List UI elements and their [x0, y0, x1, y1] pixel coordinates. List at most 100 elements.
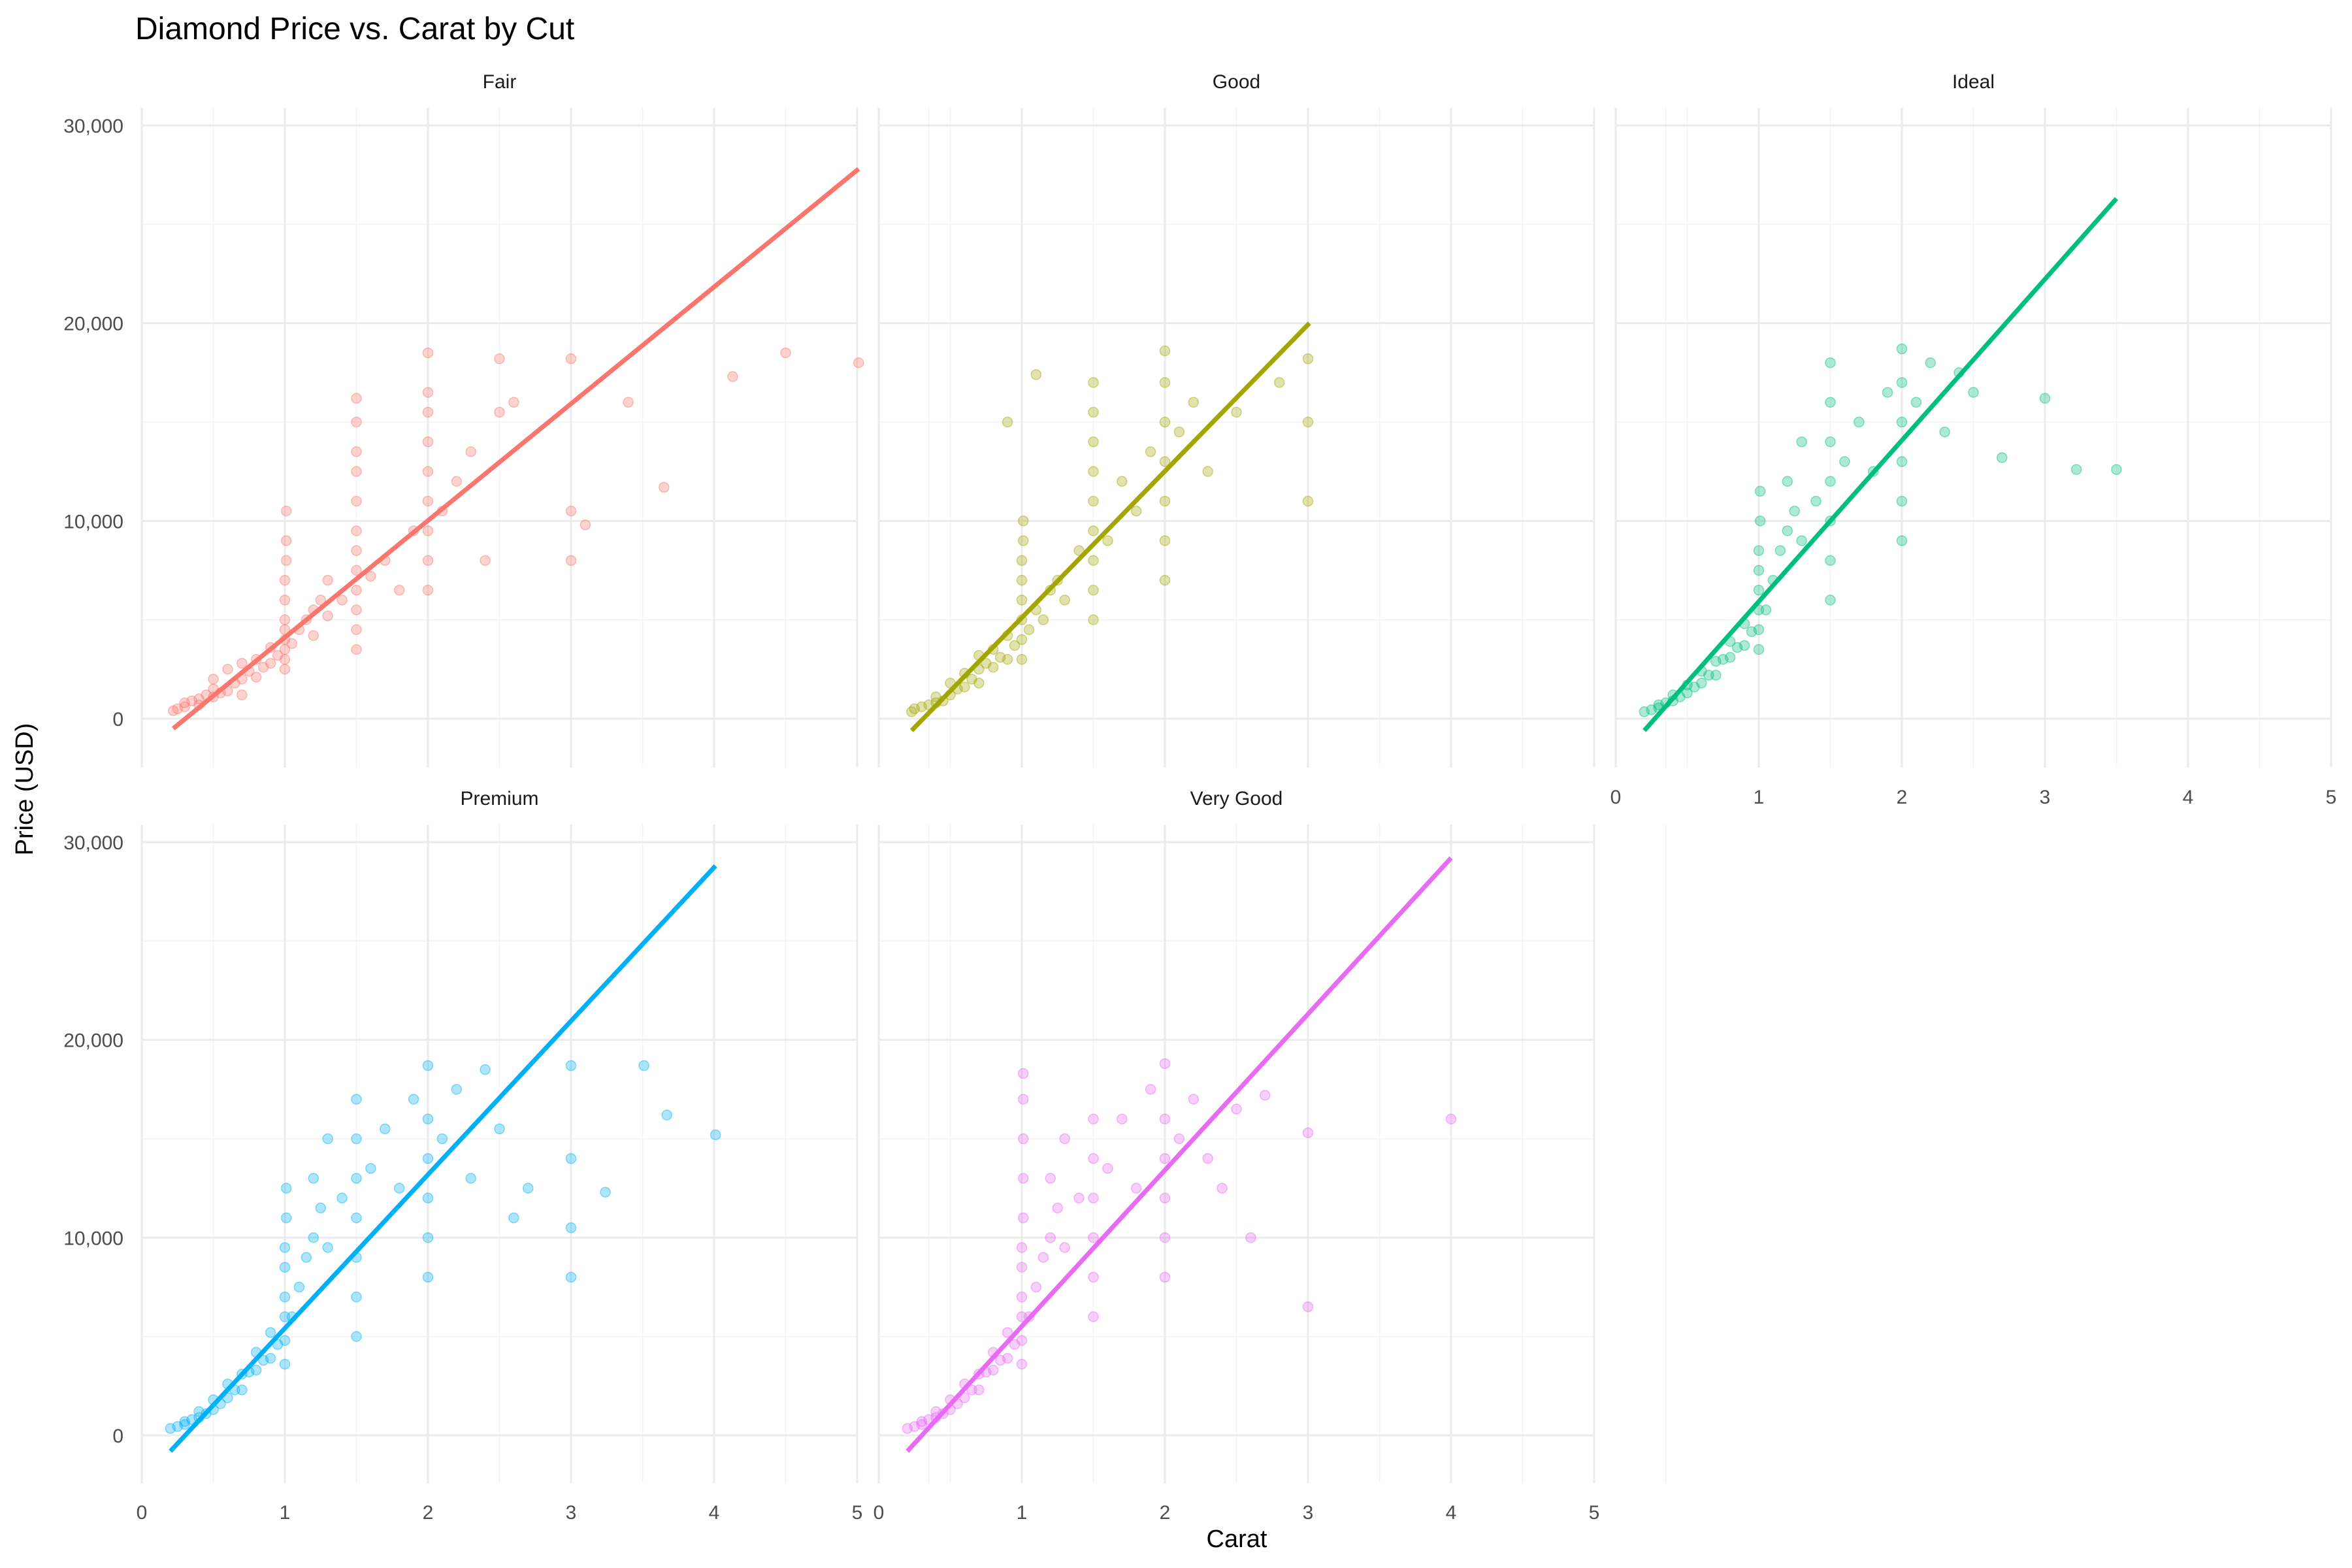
data-point: [1231, 406, 1242, 418]
data-point: [480, 555, 491, 566]
trend-line: [1642, 197, 2119, 732]
data-point: [1130, 505, 1142, 517]
data-point: [909, 703, 920, 715]
data-point: [1017, 1173, 1029, 1184]
data-point: [565, 505, 577, 517]
x-tick-label: 1: [1017, 1502, 1028, 1524]
data-point: [237, 1384, 248, 1396]
data-point: [1037, 614, 1049, 625]
data-point: [279, 1262, 291, 1273]
data-point: [250, 672, 262, 683]
data-point: [1017, 515, 1029, 527]
data-point: [1260, 1090, 1271, 1101]
data-point: [1052, 1202, 1063, 1214]
data-point: [659, 482, 670, 493]
data-point: [565, 353, 577, 365]
data-point: [1753, 545, 1765, 556]
y-tick-label: 0: [112, 709, 123, 730]
data-point: [279, 595, 291, 606]
data-point: [508, 397, 519, 408]
data-point: [1968, 387, 1979, 398]
data-point: [257, 662, 269, 673]
data-point: [1896, 343, 1908, 355]
data-point: [1696, 678, 1707, 689]
data-point: [165, 1423, 176, 1434]
data-point: [1302, 495, 1314, 507]
facet-label: Good: [1213, 71, 1260, 93]
x-tick-label: 2: [1160, 1502, 1171, 1524]
data-point: [1088, 1311, 1099, 1322]
data-point: [1016, 1242, 1028, 1253]
data-point: [565, 1153, 577, 1164]
data-point: [279, 1358, 291, 1370]
data-point: [1088, 525, 1099, 536]
y-tick-label: 30,000: [63, 116, 123, 137]
trend-line: [909, 321, 1311, 732]
data-point: [973, 1384, 985, 1396]
data-point: [727, 371, 738, 382]
data-point: [1159, 1153, 1171, 1164]
data-point: [322, 1242, 333, 1253]
data-point: [351, 624, 362, 636]
data-point: [365, 570, 376, 582]
data-point: [1639, 706, 1650, 717]
data-point: [301, 1252, 312, 1263]
x-tick-label: 0: [874, 1502, 885, 1524]
data-point: [565, 1271, 577, 1283]
data-point: [351, 545, 362, 556]
data-point: [1896, 535, 1908, 546]
data-point: [351, 446, 362, 457]
data-point: [1159, 456, 1171, 467]
data-point: [167, 705, 179, 717]
data-point: [1016, 1335, 1028, 1346]
data-point: [987, 1364, 999, 1376]
data-point: [322, 610, 333, 621]
data-point: [1796, 535, 1807, 546]
data-point: [279, 1311, 291, 1322]
data-point: [1088, 1153, 1099, 1164]
data-point: [1009, 640, 1021, 651]
facet-label: Very Good: [1190, 788, 1283, 809]
data-point: [179, 1416, 190, 1428]
data-point: [336, 1192, 348, 1204]
data-point: [1896, 495, 1908, 507]
data-point: [265, 1352, 276, 1364]
data-point: [1825, 397, 1836, 408]
data-point: [1016, 634, 1028, 645]
data-point: [1689, 681, 1700, 693]
data-point: [422, 436, 434, 448]
data-point: [179, 1419, 190, 1430]
data-point: [422, 1232, 434, 1243]
x-tick-label: 3: [566, 1502, 577, 1524]
data-point: [257, 1354, 269, 1366]
data-point: [465, 446, 476, 457]
data-point: [422, 1192, 434, 1204]
data-point: [1088, 466, 1099, 477]
data-point: [1939, 426, 1950, 438]
data-point: [293, 1281, 305, 1293]
data-point: [351, 1133, 362, 1145]
data-point: [909, 1421, 920, 1432]
data-point: [1088, 436, 1099, 448]
data-point: [380, 1123, 391, 1135]
data-point: [1245, 1232, 1256, 1243]
data-point: [1896, 416, 1908, 428]
trend-line: [906, 856, 1453, 1453]
data-point: [351, 1094, 362, 1105]
data-point: [1159, 1271, 1171, 1283]
data-point: [279, 1335, 291, 1346]
data-point: [422, 1113, 434, 1124]
data-point: [1073, 1192, 1085, 1204]
data-point: [1231, 1103, 1242, 1115]
x-tick-label: 4: [709, 1502, 720, 1524]
data-point: [222, 664, 233, 675]
data-point: [1016, 653, 1028, 665]
data-point: [1202, 466, 1213, 477]
data-point: [308, 630, 319, 642]
x-tick-label: 5: [2326, 787, 2337, 808]
panel-good: Good: [877, 71, 1667, 768]
data-point: [1059, 1242, 1070, 1253]
data-point: [1724, 651, 1736, 663]
data-point: [1810, 495, 1821, 507]
